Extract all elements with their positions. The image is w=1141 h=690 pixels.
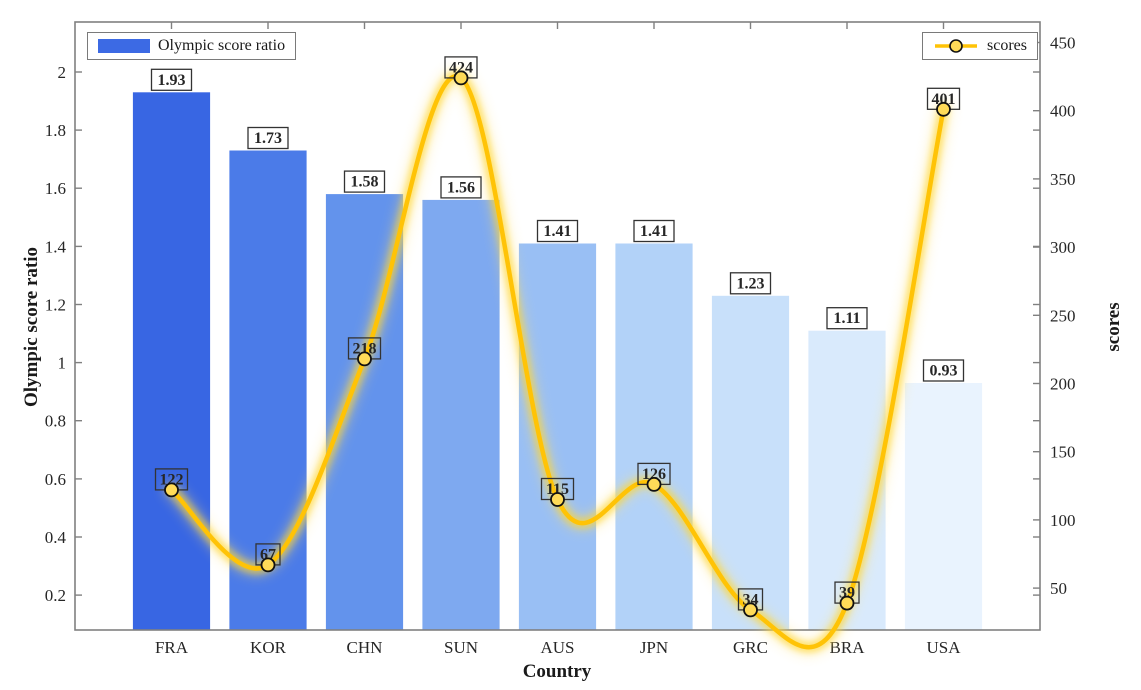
left-tick-label: 1.4 <box>45 237 67 256</box>
marker-JPN[interactable] <box>646 476 662 492</box>
left-tick-label: 0.6 <box>45 470 66 489</box>
score-value-label-CHN-text: 218 <box>353 340 377 357</box>
bar-value-label-JPN-box <box>633 219 675 243</box>
right-tick-label: 300 <box>1050 238 1076 257</box>
bar-USA[interactable] <box>904 383 983 630</box>
bar-JPN[interactable] <box>615 243 693 631</box>
bar-value-label-KOR-text: 1.73 <box>254 130 282 147</box>
left-tick-label: 0.4 <box>45 528 67 547</box>
score-value-label-USA-text: 401 <box>932 91 956 108</box>
legend-bar-series[interactable]: Olympic score ratio <box>87 32 297 60</box>
bar-value-label-FRA-box <box>150 68 193 91</box>
legend-line-label: scores <box>987 37 1027 54</box>
legend-marker-icon <box>949 39 963 53</box>
right-tick-label: 400 <box>1050 102 1076 121</box>
bar-value-label-USA-text: 0.93 <box>930 363 958 380</box>
bar-value-label-SUN-text: 1.56 <box>447 179 475 196</box>
bar-value-label-USA-box <box>922 359 965 382</box>
marker-BRA[interactable] <box>839 595 855 611</box>
bar-value-label-CHN-text: 1.58 <box>351 174 379 191</box>
bar-SUN[interactable] <box>422 199 500 630</box>
y-axis-label-left: Olympic score ratio <box>21 246 42 408</box>
marker-AUS[interactable] <box>550 492 565 507</box>
bar-value-label-CHN-box <box>343 170 386 193</box>
bar-value-label-FRA-text: 1.93 <box>158 72 186 89</box>
left-tick-label: 2 <box>58 63 67 82</box>
y-axis-label-right: scores <box>1103 302 1124 352</box>
x-tick-label-BRA: BRA <box>830 638 866 657</box>
right-tick-label: 250 <box>1050 306 1076 325</box>
x-axis-label: Country <box>522 661 592 682</box>
bar-value-label-BRA-text: 1.11 <box>833 310 860 327</box>
left-tick-label: 1.2 <box>45 296 66 315</box>
bar-value-label-AUS-box <box>536 219 579 243</box>
score-value-label-JPN-text: 126 <box>642 466 666 483</box>
marker-CHN[interactable] <box>357 351 372 367</box>
x-tick-label-JPN: JPN <box>640 638 668 657</box>
bar-value-label-SUN-box <box>440 176 482 199</box>
legend-line-series[interactable]: scores <box>922 32 1038 60</box>
right-tick-label: 450 <box>1050 34 1076 53</box>
bar-value-label-JPN-text: 1.41 <box>640 223 668 240</box>
bar-value-label-GRC-text: 1.23 <box>737 275 765 292</box>
left-tick-label: 1.6 <box>45 179 66 198</box>
right-tick-label: 200 <box>1050 375 1076 394</box>
right-tick-label: 150 <box>1050 443 1076 462</box>
bar-KOR[interactable] <box>229 150 307 631</box>
right-tick-label: 50 <box>1050 579 1067 598</box>
score-value-label-SUN-text: 424 <box>449 59 473 76</box>
right-tick-label: 100 <box>1050 511 1076 530</box>
left-tick-label: 0.2 <box>45 586 66 605</box>
x-tick-label-USA: USA <box>926 638 961 657</box>
right-tick-label: 350 <box>1050 170 1076 189</box>
score-value-label-AUS-text: 115 <box>546 481 569 498</box>
legend-line-glyph <box>935 39 977 53</box>
marker-USA[interactable] <box>936 101 951 117</box>
legend-bar-swatch <box>98 39 150 53</box>
bar-value-label-GRC-box <box>729 272 772 295</box>
left-tick-label: 1.8 <box>45 121 66 140</box>
x-tick-label-FRA: FRA <box>155 638 189 657</box>
bar-value-label-AUS-text: 1.41 <box>544 223 572 240</box>
bar-FRA[interactable] <box>132 92 211 631</box>
bar-value-label-BRA-box <box>826 307 868 330</box>
x-tick-label-GRC: GRC <box>733 638 768 657</box>
left-tick-label: 1 <box>58 354 67 373</box>
x-tick-label-CHN: CHN <box>347 638 383 657</box>
score-value-label-FRA-text: 122 <box>160 471 184 488</box>
left-tick-label: 0.8 <box>45 412 66 431</box>
marker-FRA[interactable] <box>164 482 179 498</box>
legend-bar-label: Olympic score ratio <box>158 37 286 54</box>
x-tick-label-SUN: SUN <box>444 638 478 657</box>
bar-value-label-KOR-box <box>247 126 289 150</box>
x-tick-label-AUS: AUS <box>540 638 574 657</box>
x-tick-label-KOR: KOR <box>250 638 287 657</box>
marker-GRC[interactable] <box>743 602 758 618</box>
marker-KOR[interactable] <box>260 557 276 573</box>
marker-SUN[interactable] <box>453 70 469 86</box>
